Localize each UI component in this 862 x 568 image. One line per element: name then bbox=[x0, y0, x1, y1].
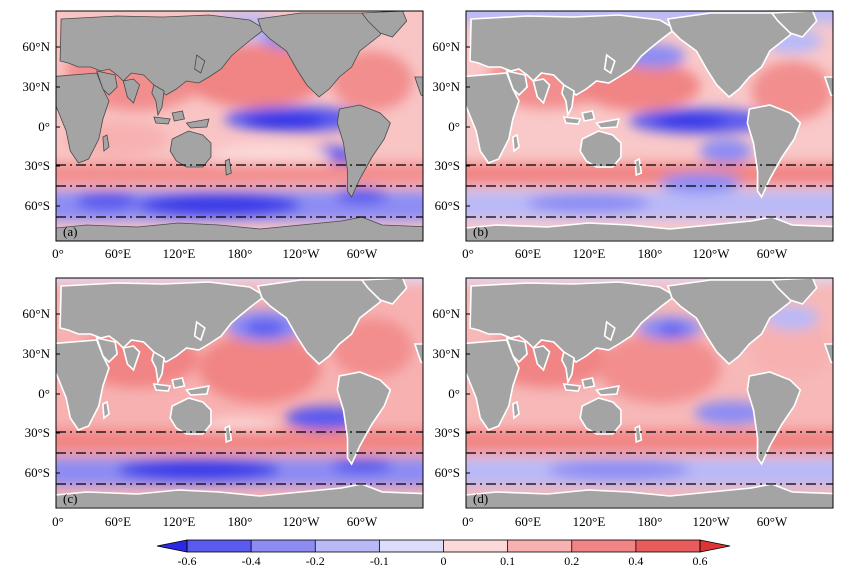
lon-tick-label: 120°W bbox=[283, 246, 321, 261]
panel-a-reference-lines bbox=[56, 164, 423, 218]
lat-tick-label: 60°N bbox=[432, 39, 460, 54]
lat-axis-bottom-right: 60°N 30°N 0° 30°S 60°S bbox=[432, 306, 460, 480]
lon-tick-label: 120°E bbox=[163, 514, 196, 529]
colorbar-ticks bbox=[186, 540, 701, 552]
lon-axis-top-right: 0° 60°E 120°E 180° 120°W 60°W bbox=[462, 246, 788, 261]
lat-tick-label: 30°S bbox=[435, 425, 460, 440]
lon-axis-bottom-left: 0° 60°E 120°E 180° 120°W 60°W bbox=[52, 514, 378, 529]
panel-d-frame bbox=[465, 277, 834, 509]
lat-tick-label: 0° bbox=[448, 119, 460, 134]
panel-a-frame bbox=[55, 10, 424, 242]
lat-tick-label: 0° bbox=[38, 119, 50, 134]
colorbar-segment bbox=[635, 540, 700, 552]
lat-tick-label: 60°S bbox=[435, 198, 460, 213]
lon-axis-top-left: 0° 60°E 120°E 180° 120°W 60°W bbox=[52, 246, 378, 261]
lon-tick-label: 60°E bbox=[515, 514, 541, 529]
panel-b-reference-lines bbox=[466, 164, 833, 218]
lon-tick-label: 0° bbox=[462, 246, 474, 261]
colorbar-segment bbox=[507, 540, 572, 552]
lat-tick-label: 30°S bbox=[25, 158, 50, 173]
colorbar-tick-label: -0.2 bbox=[306, 554, 325, 568]
colorbar-segment bbox=[443, 540, 508, 552]
lat-tick-label: 30°S bbox=[435, 158, 460, 173]
panel-d-label: (d) bbox=[473, 491, 488, 506]
colorbar-tick-label: 0.2 bbox=[564, 554, 579, 568]
lat-axis-top-left: 60°N 30°N 0° 30°S 60°S bbox=[22, 39, 50, 213]
lon-tick-label: 60°W bbox=[757, 246, 788, 261]
lon-tick-label: 60°W bbox=[757, 514, 788, 529]
colorbar-segment bbox=[379, 540, 444, 552]
lon-tick-label: 120°E bbox=[573, 514, 606, 529]
lat-tick-label: 60°S bbox=[25, 198, 50, 213]
lat-tick-label: 60°N bbox=[22, 39, 50, 54]
lon-tick-label: 180° bbox=[638, 246, 663, 261]
panel-b-frame bbox=[465, 10, 834, 242]
panel-b-map bbox=[466, 11, 833, 241]
lon-tick-label: 60°W bbox=[347, 514, 378, 529]
panel-d-reference-lines bbox=[466, 431, 833, 485]
colorbar-tick-label: 0.4 bbox=[628, 554, 643, 568]
panel-c-label: (c) bbox=[63, 491, 77, 506]
panel-a-label: (a) bbox=[63, 224, 77, 239]
lat-tick-label: 30°N bbox=[432, 346, 460, 361]
panel-c-reference-lines bbox=[56, 431, 423, 485]
lon-axis-bottom-right: 0° 60°E 120°E 180° 120°W 60°W bbox=[462, 514, 788, 529]
lat-tick-label: 0° bbox=[448, 386, 460, 401]
lat-tick-label: 60°S bbox=[25, 465, 50, 480]
colorbar-segment bbox=[571, 540, 636, 552]
colorbar-segments bbox=[156, 539, 731, 553]
colorbar-segment bbox=[315, 540, 380, 552]
colorbar-tick-label: -0.4 bbox=[242, 554, 261, 568]
lat-tick-label: 30°N bbox=[22, 346, 50, 361]
colorbar-extend-high bbox=[699, 539, 731, 553]
lon-tick-label: 60°W bbox=[347, 246, 378, 261]
lon-tick-label: 120°W bbox=[693, 246, 731, 261]
colorbar-labels: -0.6 -0.4 -0.2 -0.1 0 0.1 0.2 0.4 0.6 bbox=[178, 554, 708, 568]
lon-tick-label: 180° bbox=[638, 514, 663, 529]
lon-tick-label: 180° bbox=[228, 514, 253, 529]
panel-a-map bbox=[56, 11, 423, 241]
lat-axis-top-right: 60°N 30°N 0° 30°S 60°S bbox=[432, 39, 460, 213]
lat-tick-label: 30°S bbox=[25, 425, 50, 440]
colorbar-segment bbox=[251, 540, 316, 552]
lat-tick-label: 30°N bbox=[22, 79, 50, 94]
colorbar-tick-label: -0.6 bbox=[178, 554, 197, 568]
panel-c-frame bbox=[55, 277, 424, 509]
lon-tick-label: 120°E bbox=[163, 246, 196, 261]
lon-tick-label: 0° bbox=[462, 514, 474, 529]
lat-axis-bottom-left: 60°N 30°N 0° 30°S 60°S bbox=[22, 306, 50, 480]
lon-tick-label: 60°E bbox=[515, 246, 541, 261]
lon-tick-label: 120°E bbox=[573, 246, 606, 261]
lat-tick-label: 30°N bbox=[432, 79, 460, 94]
colorbar: -0.6 -0.4 -0.2 -0.1 0 0.1 0.2 0.4 0.6 bbox=[156, 539, 731, 568]
tick-marks bbox=[56, 46, 470, 474]
colorbar-extend-low bbox=[156, 539, 188, 553]
lon-tick-label: 120°W bbox=[283, 514, 321, 529]
colorbar-tick-label: -0.1 bbox=[370, 554, 389, 568]
lat-tick-label: 60°S bbox=[435, 465, 460, 480]
colorbar-tick-label: 0 bbox=[441, 554, 447, 568]
colorbar-tick-label: 0.1 bbox=[500, 554, 515, 568]
panel-b-label: (b) bbox=[473, 224, 488, 239]
lat-tick-label: 60°N bbox=[22, 306, 50, 321]
lon-tick-label: 60°E bbox=[105, 514, 131, 529]
lon-tick-label: 180° bbox=[228, 246, 253, 261]
lon-tick-label: 60°E bbox=[105, 246, 131, 261]
lon-tick-label: 0° bbox=[52, 514, 64, 529]
colorbar-tick-label: 0.6 bbox=[693, 554, 708, 568]
panel-d-map bbox=[466, 278, 833, 508]
lat-tick-label: 60°N bbox=[432, 306, 460, 321]
colorbar-segment bbox=[187, 540, 252, 552]
panel-c-map bbox=[56, 278, 423, 508]
lon-tick-label: 0° bbox=[52, 246, 64, 261]
lon-tick-label: 120°W bbox=[693, 514, 731, 529]
lat-tick-label: 0° bbox=[38, 386, 50, 401]
